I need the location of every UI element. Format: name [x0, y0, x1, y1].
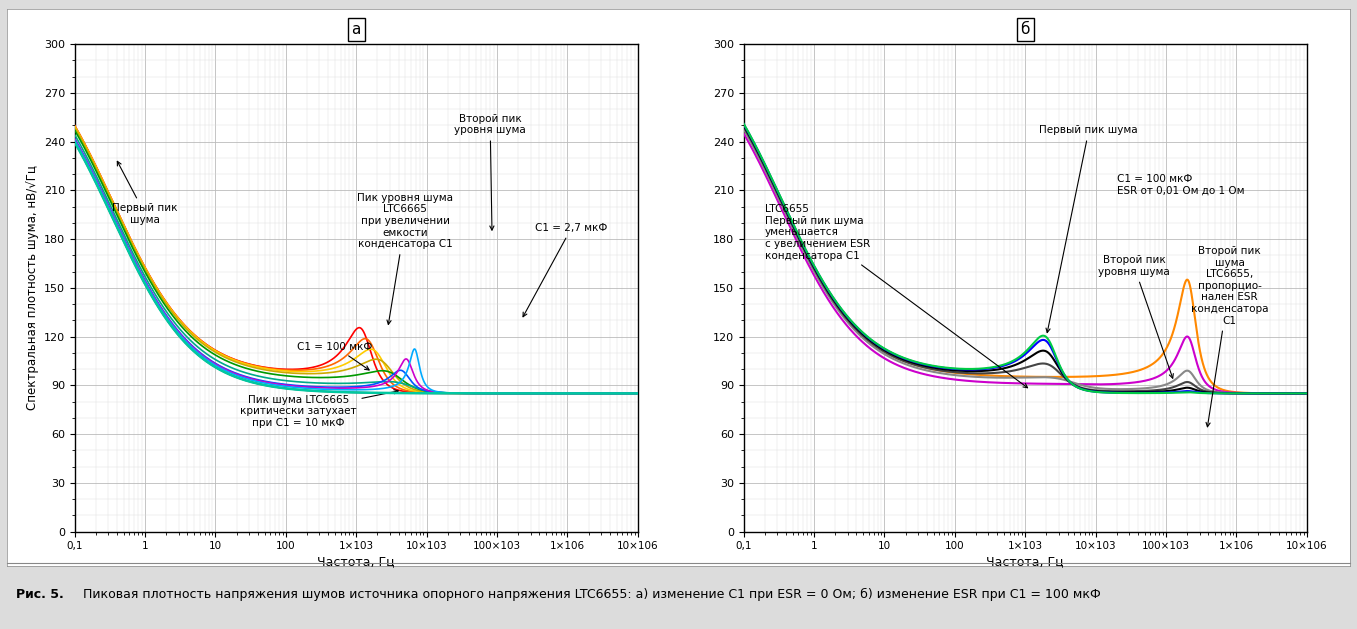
Text: LTC6655
Первый пик шума
уменьшается
с увеличением ESR
конденсатора С1: LTC6655 Первый пик шума уменьшается с ув…: [765, 204, 1027, 387]
X-axis label: Частота, Гц: Частота, Гц: [987, 555, 1064, 569]
Text: Второй пик
уровня шума: Второй пик уровня шума: [455, 114, 527, 230]
Text: Пиковая плотность напряжения шумов источника опорного напряжения LTC6655: а) изм: Пиковая плотность напряжения шумов источ…: [79, 588, 1101, 601]
Text: Второй пик
шума
LTC6655,
пропорцио-
нален ESR
конденсатора
С1: Второй пик шума LTC6655, пропорцио- нале…: [1191, 246, 1269, 427]
Text: а: а: [351, 22, 361, 36]
Text: Пик уровня шума
LTC6665
при увеличении
емкости
конденсатора С1: Пик уровня шума LTC6665 при увеличении е…: [357, 192, 453, 325]
Text: С1 = 100 мкФ: С1 = 100 мкФ: [297, 342, 373, 370]
Text: Пик шума LTC6665
критически затухает
при С1 = 10 мкФ: Пик шума LTC6665 критически затухает при…: [240, 390, 398, 428]
X-axis label: Частота, Гц: Частота, Гц: [318, 555, 395, 569]
Text: Первый пик шума: Первый пик шума: [1039, 125, 1139, 333]
Text: С1 = 2,7 мкФ: С1 = 2,7 мкФ: [522, 223, 608, 317]
Text: С1 = 100 мкФ
ESR от 0,01 Ом до 1 Ом: С1 = 100 мкФ ESR от 0,01 Ом до 1 Ом: [1117, 174, 1244, 196]
Text: Рис. 5.: Рис. 5.: [16, 588, 64, 601]
Text: Первый пик
шума: Первый пик шума: [113, 161, 178, 225]
Text: б: б: [1020, 22, 1030, 36]
Text: Второй пик
уровня шума: Второй пик уровня шума: [1098, 255, 1174, 378]
Y-axis label: Спектральная плотность шума, нВ/√Гц: Спектральная плотность шума, нВ/√Гц: [27, 165, 39, 410]
